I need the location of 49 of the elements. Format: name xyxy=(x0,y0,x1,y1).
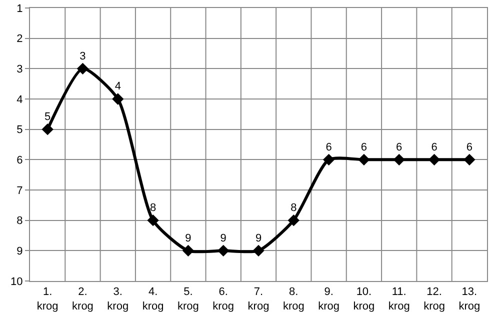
y-tick-label: 3 xyxy=(16,64,23,76)
y-tick-label: 1 xyxy=(16,2,23,15)
point xyxy=(358,154,370,166)
data-label: 6 xyxy=(431,141,438,154)
y-tick-label: 8 xyxy=(16,215,23,228)
x-tick-label: 10. krog xyxy=(353,286,375,312)
y-tick-label: 10 xyxy=(10,276,23,288)
x-tick-label: 12. krog xyxy=(424,286,445,312)
data-label: 6 xyxy=(326,141,332,154)
data-label: 8 xyxy=(290,202,297,214)
point xyxy=(288,214,300,226)
y-tick-label: 6 xyxy=(16,154,23,167)
point xyxy=(42,123,54,136)
y-tick-label: 9 xyxy=(16,246,23,258)
data-label: 3 xyxy=(80,50,86,62)
x-tick-label: 11. krog xyxy=(388,286,410,312)
point xyxy=(393,154,405,166)
point xyxy=(182,244,194,257)
data-label: 9 xyxy=(255,232,262,244)
x-tick-label: 7. krog xyxy=(248,286,270,312)
x-tick-label: 4. krog xyxy=(142,286,164,312)
data-label: 8 xyxy=(150,202,156,214)
point xyxy=(428,154,440,166)
y-tick-label: 5 xyxy=(16,124,23,136)
x-tick-label: 8. krog xyxy=(282,286,304,312)
x-tick-label: 5. krog xyxy=(177,286,199,312)
point xyxy=(322,154,335,166)
x-tick-label: 3. krog xyxy=(107,286,129,312)
data-label: 9 xyxy=(185,232,192,244)
point xyxy=(464,154,476,166)
x-tick-label: 2. krog xyxy=(72,286,94,312)
y-tick-label: 2 xyxy=(16,33,23,46)
x-tick-label: 6. krog xyxy=(212,286,234,312)
x-tick-label: 9. krog xyxy=(318,286,340,312)
point xyxy=(218,244,230,257)
y-tick-label: 4 xyxy=(16,94,23,106)
x-tick-label: 1. krog xyxy=(36,286,58,312)
data-label: 6 xyxy=(360,141,368,154)
data-label: 6 xyxy=(466,141,472,154)
data-label: 4 xyxy=(114,80,121,93)
point xyxy=(147,214,159,226)
point xyxy=(112,93,124,105)
data-label: 6 xyxy=(396,141,402,154)
point xyxy=(252,244,264,257)
data-label: 9 xyxy=(220,232,226,244)
point xyxy=(76,62,89,75)
data-label: 5 xyxy=(44,110,51,123)
y-tick-label: 7 xyxy=(16,184,23,197)
x-tick-label: 13. krog xyxy=(458,286,480,312)
